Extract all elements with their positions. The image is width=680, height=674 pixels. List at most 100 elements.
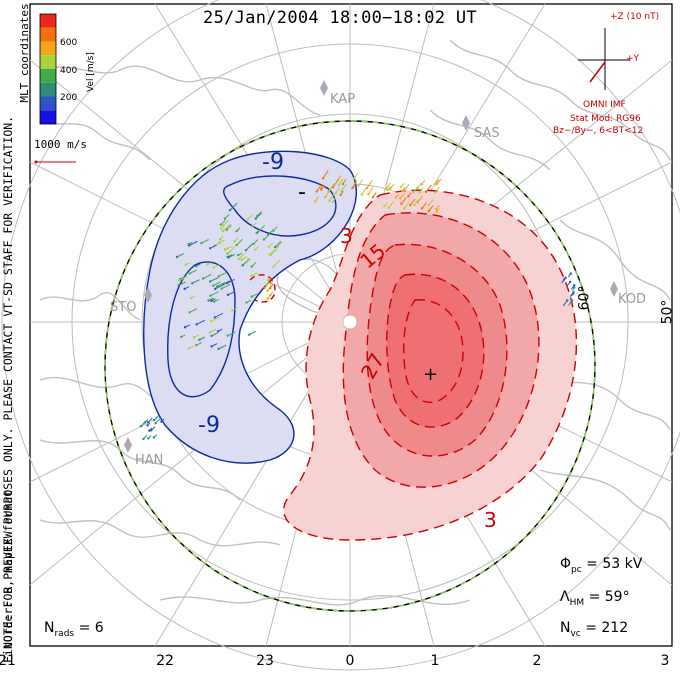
velocity-vector [245,243,253,251]
velocity-vector-origin [427,203,430,207]
velocity-vector [227,331,236,337]
colorbar-segment [40,110,56,124]
velocity-vector [248,330,257,336]
hm-boundary-inner [104,120,596,612]
velocity-vector-origin [139,425,143,428]
velocity-vector-origin [435,207,438,211]
velocity-vector [322,170,329,179]
velocity-vector [366,180,373,189]
velocity-vector-origin [250,265,253,268]
velocity-vector-origin [231,309,234,312]
velocity-vector-origin [564,276,567,279]
velocity-vectors [139,170,576,441]
velocity-vector-origin [216,330,220,333]
velocity-vector-origin [187,242,190,246]
velocity-vector-origin [200,241,203,245]
velocity-vector [223,219,229,226]
velocity-vector-origin [217,347,220,351]
velocity-vector-origin [250,295,253,298]
mlt-tick-1: 1 [430,653,440,669]
mlt-tick-0: 0 [345,653,355,669]
velocity-vector-origin [251,225,254,228]
imf-plus-y: +Y [626,54,640,64]
stat-potential: Φpc = 53 kV [560,556,643,575]
velocity-vector [361,187,367,195]
velocity-vector-origin [189,296,193,300]
velocity-vector [403,183,410,192]
velocity-vector-origin [177,279,181,282]
velocity-vector [209,277,219,282]
velocity-vector [210,316,220,322]
velocity-vector-origin [409,204,412,207]
velocity-vector-origin [223,248,227,251]
velocity-vector-origin [371,195,375,199]
velocity-vector-origin [147,437,150,440]
mlt-tick-21: 21 [0,653,16,669]
velocity-vector [341,183,347,192]
positive-contour-27 [386,273,485,428]
velocity-vector-origin [573,286,576,289]
velocity-vector-origin [184,263,188,266]
velocity-vector-origin [209,247,212,250]
colorbar-segment [40,14,56,28]
velocity-vector-origin [389,187,392,190]
colorbar-segment [40,55,56,69]
velocity-vector-origin [222,224,225,227]
velocity-vector-origin [268,286,272,290]
velocity-vector-origin [195,323,198,326]
colorbar-segment [40,41,56,56]
colorbar-segment [40,82,56,97]
velocity-vector-origin [416,186,419,190]
positive-contour-small [249,274,276,303]
velocity-vector [269,249,276,255]
velocity-vector-origin [267,279,270,282]
station-kod: KOD [618,292,647,307]
velocity-vector [236,238,243,246]
velocity-vector-origin [399,185,403,189]
velocity-vector [368,186,374,195]
velocity-vector-origin [223,217,227,220]
velocity-vector [221,283,231,289]
velocity-vector-origin [226,293,230,297]
velocity-vector [255,212,262,219]
velocity-vector-origin [240,258,243,261]
velocity-vector-origin [209,320,213,323]
station-han: HAN [135,453,164,468]
velocity-vector [218,272,227,277]
lat-label-60: 60° [576,285,593,311]
velocity-vector-origin [339,193,342,197]
velocity-vector-origin [179,335,183,339]
velocity-vector [227,246,236,254]
velocity-vector-origin [269,253,273,257]
velocity-vector [227,290,236,296]
velocity-vector-origin [206,263,209,266]
velocity-vector [218,344,227,350]
velocity-vector [413,198,420,206]
velocity-vector [274,240,282,248]
velocity-vector-origin [341,182,345,186]
velocity-vector [272,259,281,268]
contour-label-minus: - [298,180,306,205]
imf-model: Stat Mod: RG96 [570,114,641,124]
stat-hm: ΛHM = 59° [560,589,630,608]
velocity-vector-origin [269,293,272,297]
velocity-vector [316,184,322,192]
velocity-vector-origin [334,191,337,195]
velocity-vector-origin [360,193,364,196]
velocity-vector-origin [367,192,370,196]
velocity-vector-origin [329,188,332,191]
coords-label: MLT coordinates [18,3,31,103]
velocity-vector-origin [427,209,431,212]
station-sto: STO [110,300,137,315]
velocity-vector-origin [213,300,216,303]
velocity-vector-origin [142,437,145,441]
velocity-vector [189,308,198,313]
velocity-vector [409,198,416,206]
velocity-vector [332,180,339,188]
velocity-vector [214,284,223,290]
velocity-vector-origin [207,299,210,302]
velocity-vector-origin [263,286,267,290]
velocity-vector [202,274,212,279]
imf-plus-z: +Z (10 nT) [610,12,660,22]
mlt-tick-3: 3 [660,653,670,669]
